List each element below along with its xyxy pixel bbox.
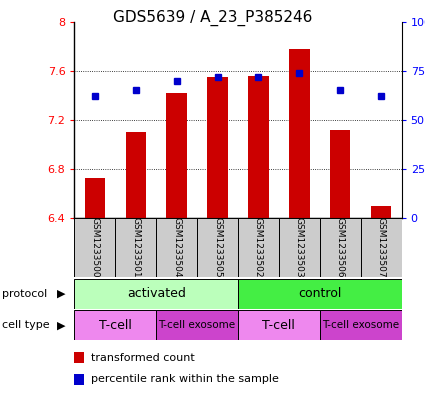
Text: GSM1233502: GSM1233502	[254, 217, 263, 278]
Text: T-cell: T-cell	[99, 319, 132, 332]
Text: GSM1233504: GSM1233504	[172, 217, 181, 278]
Bar	[238, 310, 320, 340]
Bar	[167, 93, 187, 218]
Bar	[248, 75, 269, 218]
Bar	[320, 218, 361, 277]
Bar	[125, 132, 146, 218]
Bar	[74, 374, 84, 385]
Bar	[361, 218, 402, 277]
Bar	[74, 310, 156, 340]
Text: activated: activated	[127, 287, 186, 300]
Text: percentile rank within the sample: percentile rank within the sample	[91, 375, 279, 384]
Bar	[74, 279, 238, 309]
Text: GSM1233500: GSM1233500	[91, 217, 99, 278]
Text: GSM1233503: GSM1233503	[295, 217, 304, 278]
Bar	[156, 218, 197, 277]
Bar	[115, 218, 156, 277]
Text: protocol: protocol	[2, 289, 47, 299]
Text: GDS5639 / A_23_P385246: GDS5639 / A_23_P385246	[113, 10, 312, 26]
Bar	[320, 310, 402, 340]
Text: GSM1233506: GSM1233506	[336, 217, 345, 278]
Text: GSM1233501: GSM1233501	[131, 217, 140, 278]
Text: ▶: ▶	[57, 289, 66, 299]
Bar	[197, 218, 238, 277]
Text: transformed count: transformed count	[91, 353, 195, 363]
Text: T-cell exosome: T-cell exosome	[159, 320, 235, 330]
Text: GSM1233505: GSM1233505	[213, 217, 222, 278]
Bar	[156, 310, 238, 340]
Text: GSM1233507: GSM1233507	[377, 217, 385, 278]
Text: cell type: cell type	[2, 320, 50, 330]
Bar	[330, 130, 351, 218]
Bar	[238, 279, 402, 309]
Bar	[85, 178, 105, 218]
Text: T-cell: T-cell	[263, 319, 295, 332]
Text: T-cell exosome: T-cell exosome	[322, 320, 399, 330]
Bar	[279, 218, 320, 277]
Bar	[74, 218, 115, 277]
Bar	[238, 218, 279, 277]
Bar	[371, 206, 391, 218]
Bar	[289, 49, 309, 218]
Text: control: control	[298, 287, 342, 300]
Bar	[207, 77, 228, 218]
Text: ▶: ▶	[57, 320, 66, 330]
Bar	[74, 352, 84, 363]
